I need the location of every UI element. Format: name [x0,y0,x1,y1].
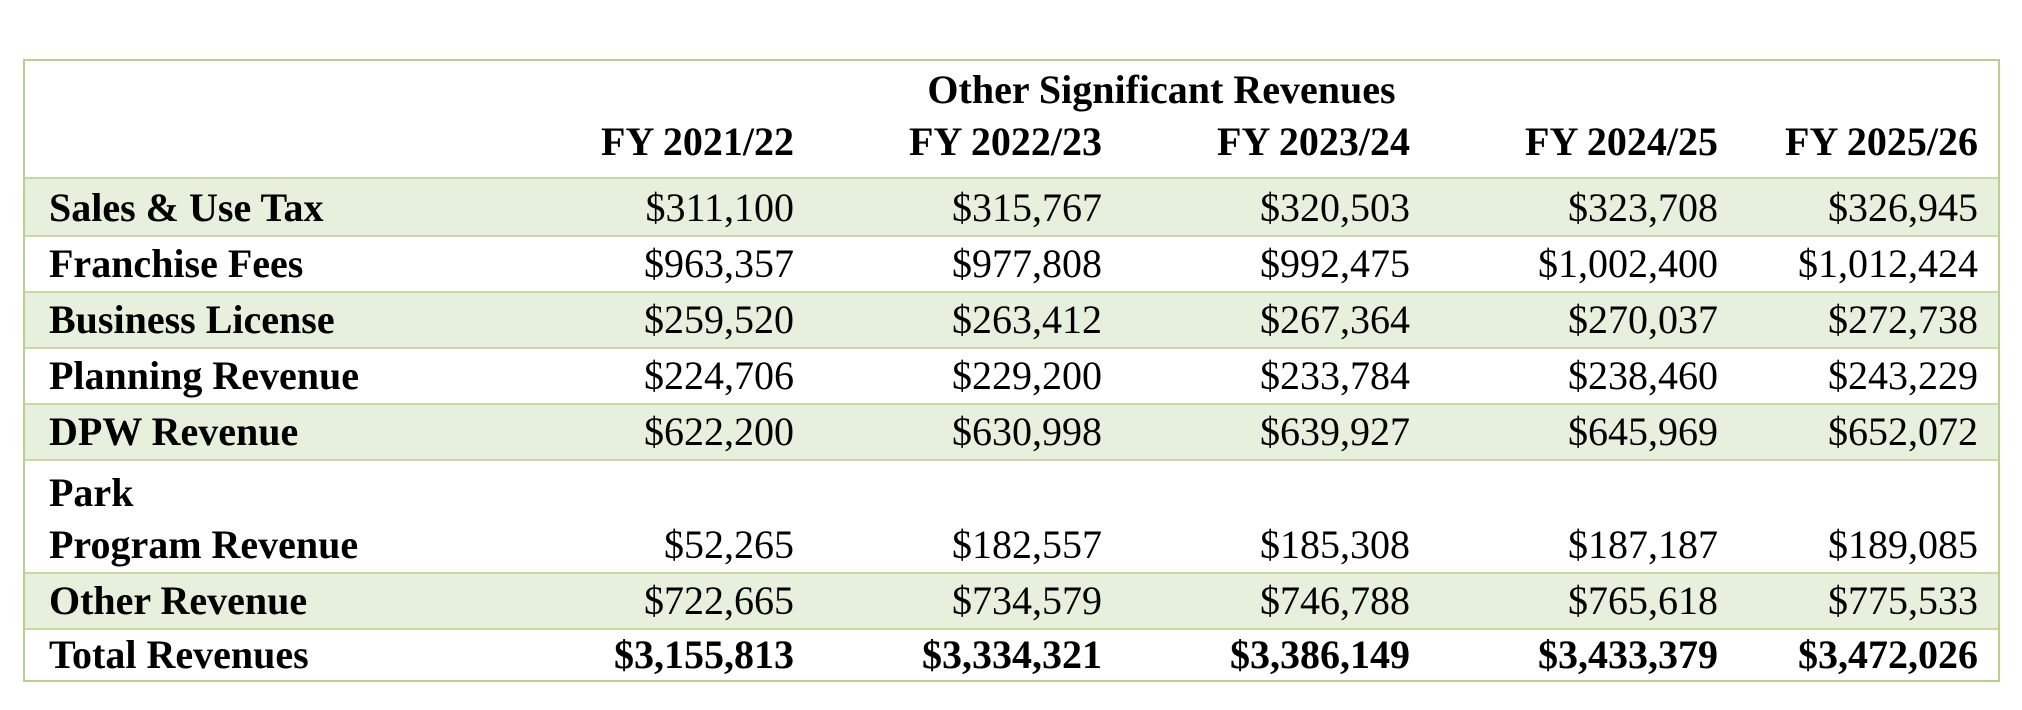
cell-value: $3,472,026 [1798,632,1978,677]
cell-value: $652,072 [1828,409,1978,454]
revenue-table: Other Significant Revenues FY 2021/22 FY… [23,59,2000,682]
cell-value: $182,557 [952,522,1102,567]
table-row: Planning Revenue $224,706 $229,200 $233,784… [25,347,1998,403]
cell-value: $3,155,813 [614,632,794,677]
cell-value: $243,229 [1828,353,1978,398]
table-row: DPW Revenue $622,200 $630,998 $639,927 $645,… [25,403,1998,459]
cell-value: $224,706 [644,353,794,398]
cell-value: $963,357 [644,241,794,286]
cell-value: $189,085 [1828,522,1978,567]
table-row: Park Program Revenue $52,265 $182,557 $185,3… [25,459,1998,572]
cell-value: $765,618 [1568,578,1718,623]
cell-value: $1,012,424 [1798,241,1978,286]
cell-value: $267,364 [1260,297,1410,342]
table-row: Franchise Fees $963,357 $977,808 $992,475 $1… [25,235,1998,291]
cell-value: $229,200 [952,353,1102,398]
cell-value: $263,412 [952,297,1102,342]
table-row: Business License $259,520 $263,412 $267,364… [25,291,1998,347]
cell-value: $315,767 [952,185,1102,230]
cell-value: $270,037 [1568,297,1718,342]
column-header: FY 2025/26 [1785,119,1978,164]
cell-value: $622,200 [644,409,794,454]
row-label: DPW Revenue [49,409,299,454]
row-label: Park [49,470,134,515]
cell-value: $238,460 [1568,353,1718,398]
cell-value: $722,665 [644,578,794,623]
row-label: Other Revenue [49,578,308,623]
cell-value: $3,433,379 [1538,632,1718,677]
cell-value: $311,100 [645,185,794,230]
column-header: FY 2021/22 [601,119,794,164]
row-label: Franchise Fees [49,241,304,286]
cell-value: $233,784 [1260,353,1410,398]
table-row: Other Revenue $722,665 $734,579 $746,788 $76… [25,572,1998,628]
total-row: Total Revenues $3,155,813 $3,334,321 $3,386… [25,628,1998,682]
cell-value: $272,738 [1828,297,1978,342]
cell-value: $639,927 [1260,409,1410,454]
cell-value: $326,945 [1828,185,1978,230]
cell-value: $645,969 [1568,409,1718,454]
row-label: Program Revenue [49,522,359,567]
cell-value: $323,708 [1568,185,1718,230]
cell-value: $185,308 [1260,522,1410,567]
row-label: Planning Revenue [49,353,360,398]
cell-value: $1,002,400 [1538,241,1718,286]
row-label: Sales & Use Tax [49,185,324,230]
column-header: FY 2023/24 [1217,119,1410,164]
row-label: Total Revenues [49,632,309,677]
cell-value: $187,187 [1568,522,1718,567]
table-title: Other Significant Revenues [927,67,1396,112]
column-header: FY 2022/23 [909,119,1102,164]
cell-value: $630,998 [952,409,1102,454]
cell-value: $3,386,149 [1230,632,1410,677]
row-label: Business License [49,297,335,342]
table-row: Sales & Use Tax $311,100 $315,767 $320,503 $… [25,177,1998,235]
cell-value: $746,788 [1260,578,1410,623]
cell-value: $775,533 [1828,578,1978,623]
cell-value: $992,475 [1260,241,1410,286]
cell-value: $320,503 [1260,185,1410,230]
cell-value: $52,265 [664,522,794,567]
cell-value: $3,334,321 [922,632,1102,677]
cell-value: $734,579 [952,578,1102,623]
cell-value: $259,520 [644,297,794,342]
cell-value: $977,808 [952,241,1102,286]
column-header: FY 2024/25 [1525,119,1718,164]
